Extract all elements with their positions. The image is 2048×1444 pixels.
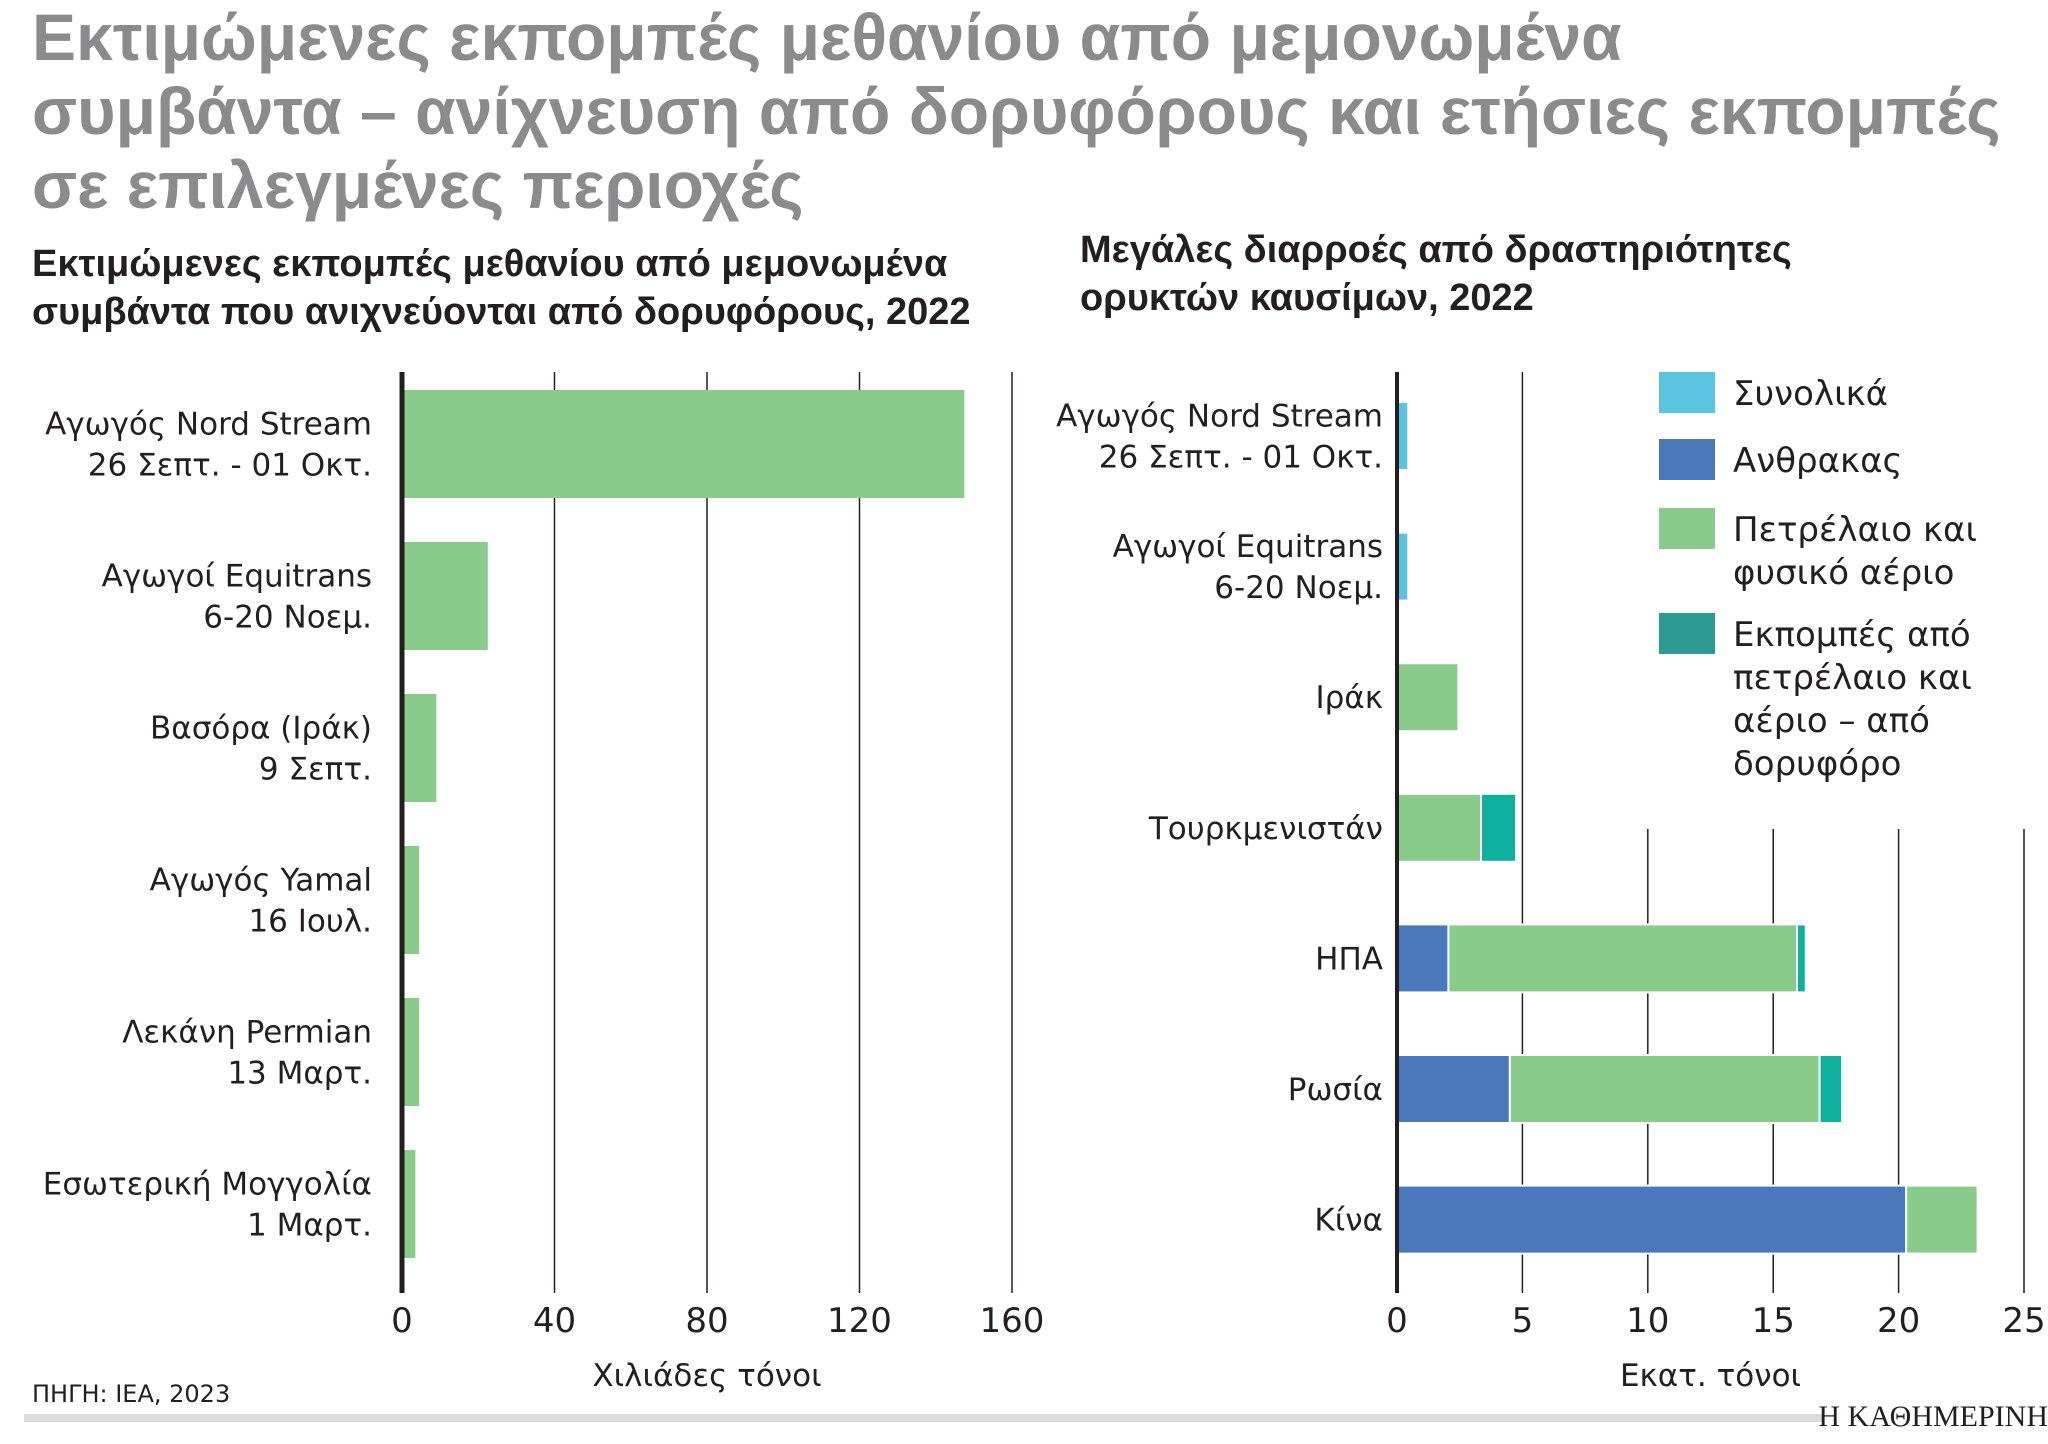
right-chart-title-line: ορυκτών καυσίμων, 2022 <box>1080 277 1534 319</box>
category-label: 9 Σεπτ. <box>259 752 372 788</box>
stacked-bar-segment <box>1396 792 1483 863</box>
x-tick-label: 80 <box>685 1301 728 1341</box>
stacked-bar-segment <box>1396 662 1460 733</box>
x-tick-label: 160 <box>980 1301 1045 1341</box>
left-chart-title-line: Εκτιμώμενες εκπομπές μεθανίου από μεμονω… <box>32 243 948 285</box>
legend-label: Πετρέλαιο και <box>1733 510 1977 550</box>
legend-label: Ανθρακας <box>1733 441 1902 481</box>
legend-label: πετρέλαιο και <box>1733 658 1972 698</box>
x-tick-label: 25 <box>2002 1301 2045 1341</box>
legend-label: Εκπομπές από <box>1733 615 1971 655</box>
stacked-bar-segment <box>1796 923 1807 994</box>
left-chart-title-line: συμβάντα που ανιχνεύονται από δορυφόρους… <box>32 291 971 333</box>
category-label: 26 Σεπτ. - 01 Οκτ. <box>1099 440 1383 476</box>
main-title: Εκτιμώμενες εκπομπές μεθανίου από μεμονω… <box>32 0 2032 222</box>
x-tick-label: 40 <box>533 1301 576 1341</box>
category-label: 6-20 Νοεμ. <box>1214 570 1383 606</box>
bar <box>402 542 488 650</box>
x-axis-label: Εκατ. τόνοι <box>1620 1358 1801 1394</box>
legend-label: αέριο – από <box>1733 701 1930 741</box>
bar <box>402 998 420 1106</box>
category-label: Αγωγοί Equitrans <box>102 559 372 595</box>
stacked-bar-segment <box>1905 1184 1979 1255</box>
category-label: Βασόρα (Ιράκ) <box>150 711 372 747</box>
main-title-line: σε επιλεγμένες περιοχές <box>32 148 804 222</box>
publisher-logo: Η ΚΑΘΗΜΕΡΙΝΗ <box>1818 1400 2048 1433</box>
bar <box>402 1150 416 1258</box>
right-chart-title-line: Μεγάλες διαρροές από δραστηριότητες <box>1080 229 1792 271</box>
left-chart-title: Εκτιμώμενες εκπομπές μεθανίου από μεμονω… <box>32 240 970 336</box>
category-label: Αγωγός Nord Stream <box>45 407 372 443</box>
category-label: Αγωγός Nord Stream <box>1056 399 1383 435</box>
right-chart-title: Μεγάλες διαρροές από δραστηριότητες ορυκ… <box>1080 226 1792 322</box>
x-tick-label: 10 <box>1626 1301 1669 1341</box>
stacked-bar-segment <box>1508 1054 1821 1124</box>
legend-label: δορυφόρο <box>1733 744 1901 784</box>
legend-label: Συνολικά <box>1733 374 1888 414</box>
category-label: 13 Μαρτ. <box>227 1056 372 1092</box>
legend-swatch <box>1659 372 1715 413</box>
legend-swatch <box>1659 508 1715 549</box>
category-label: Ιράκ <box>1315 680 1383 716</box>
x-tick-label: 0 <box>391 1301 413 1341</box>
source-note: ΠΗΓΗ: IEA, 2023 <box>32 1380 231 1408</box>
category-label: Κίνα <box>1314 1203 1383 1239</box>
legend-label: φυσικό αέριο <box>1733 553 1954 593</box>
stacked-bar-segment <box>1818 1054 1844 1124</box>
x-tick-label: 120 <box>827 1301 892 1341</box>
stacked-bar-segment <box>1396 1184 1908 1255</box>
main-title-line: συμβάντα – ανίχνευση από δορυφόρους και … <box>32 74 2001 148</box>
x-tick-label: 5 <box>1512 1301 1534 1341</box>
bar <box>402 846 420 954</box>
x-tick-label: 15 <box>1752 1301 1795 1341</box>
category-label: Εσωτερική Μογγολία <box>43 1167 372 1203</box>
category-label: Αγωγοί Equitrans <box>1113 529 1383 565</box>
category-label: 1 Μαρτ. <box>247 1208 372 1244</box>
stacked-bar-segment <box>1480 792 1518 863</box>
bar <box>402 694 437 802</box>
x-axis-label: Χιλιάδες τόνοι <box>592 1358 821 1394</box>
category-label: Αγωγός Yamal <box>150 863 372 899</box>
stacked-bar-segment <box>1396 1054 1511 1124</box>
stacked-bar-segment <box>1447 923 1799 994</box>
category-label: Τουρκμενιστάν <box>1148 811 1383 847</box>
category-label: 26 Σεπτ. - 01 Οκτ. <box>88 448 372 484</box>
legend-swatch <box>1659 613 1715 654</box>
category-label: 6-20 Νοεμ. <box>203 600 372 636</box>
bar <box>402 390 965 498</box>
category-label: Λεκάνη Permian <box>122 1015 372 1051</box>
footer-divider <box>24 1414 1824 1422</box>
x-tick-label: 0 <box>1386 1301 1408 1341</box>
category-label: Ρωσία <box>1288 1072 1383 1108</box>
category-label: 16 Ιουλ. <box>248 904 372 940</box>
main-title-line: Εκτιμώμενες εκπομπές μεθανίου από μεμονω… <box>32 0 1622 74</box>
category-label: ΗΠΑ <box>1315 941 1383 977</box>
x-tick-label: 20 <box>1877 1301 1920 1341</box>
stacked-bar-segment <box>1396 923 1450 994</box>
legend-swatch <box>1659 439 1715 480</box>
